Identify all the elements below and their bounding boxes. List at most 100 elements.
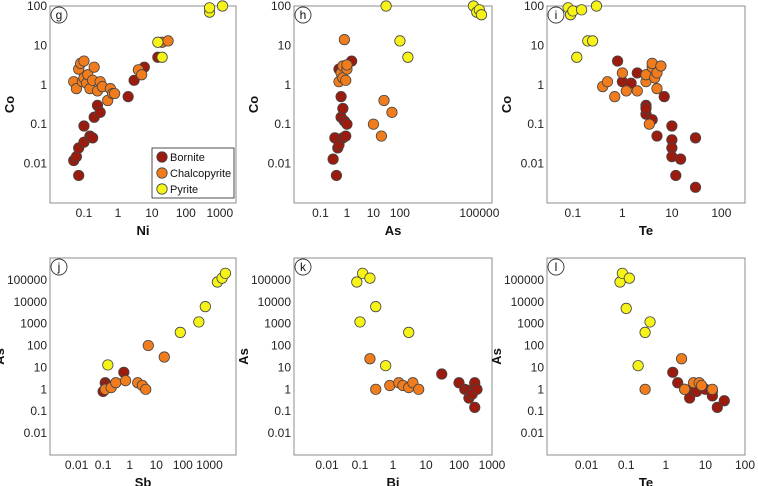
point-pyrite: [380, 360, 392, 372]
x-tick-label: 10: [699, 458, 713, 472]
y-tick-label: 1000: [20, 317, 47, 331]
panel-g: g 0.1 1 10 100 1000 0.01 0.1 1 10 100 Ni Co Bornite Ch…: [2, 0, 237, 238]
point-pyrite: [402, 51, 414, 63]
y-tick-label: 100: [271, 0, 291, 13]
y-axis-label: Co: [499, 96, 514, 113]
point-pyrite: [203, 2, 216, 14]
point-pyrite: [644, 316, 656, 328]
y-tick-label: 100: [27, 339, 47, 353]
y-tick-label: 1: [284, 382, 291, 396]
panel-letter: i: [555, 8, 558, 22]
y-tick-label: 10: [278, 360, 292, 374]
y-axis-label: As: [0, 348, 7, 365]
point-pyrite: [102, 359, 114, 371]
x-axis-label: Te: [639, 223, 653, 238]
plot-frame: [546, 5, 746, 204]
x-tick-label: 10: [665, 206, 679, 220]
y-tick-label: 10: [531, 38, 545, 52]
point-bornite: [711, 401, 723, 413]
legend-label-bornite: Bornite: [170, 152, 205, 164]
panel-badge: [50, 6, 68, 24]
panel-letter: j: [57, 260, 61, 274]
x-tick-label: 0.1: [565, 206, 582, 220]
point-bornite: [436, 368, 448, 380]
point-bornite: [640, 102, 652, 115]
x-axis-label: As: [385, 223, 402, 238]
y-tick-label: 0.01: [521, 157, 545, 171]
y-tick-label: 0.01: [268, 426, 292, 440]
point-pyrite: [623, 272, 635, 284]
y-tick-label: 10000: [511, 295, 545, 309]
y-tick-label: 10: [34, 360, 48, 374]
plot-frame: [293, 257, 493, 456]
panel-badge: [547, 6, 565, 24]
x-tick-label: 1000: [479, 458, 506, 472]
point-pyrite: [475, 9, 488, 21]
x-tick-label: 100: [173, 458, 193, 472]
point-bornite: [611, 55, 624, 67]
point-pyrite: [364, 272, 376, 284]
point-bornite: [674, 153, 687, 165]
x-tick-label: 1: [126, 458, 133, 472]
point-pyrite: [199, 301, 211, 313]
point-chalcopyrite: [643, 118, 655, 130]
point-bornite: [651, 130, 663, 142]
x-tick-label: 0.01: [65, 458, 89, 472]
point-pyrite: [586, 35, 599, 47]
y-tick-label: 10000: [258, 295, 292, 309]
y-tick-label: 1: [40, 78, 47, 92]
y-tick-label: 0.01: [521, 426, 545, 440]
x-tick-label: 100: [390, 206, 410, 220]
y-tick-label: 1: [537, 78, 544, 92]
point-chalcopyrite: [675, 353, 688, 365]
point-pyrite: [639, 326, 651, 338]
x-tick-label: 0.1: [312, 206, 329, 220]
y-tick-label: 0.1: [274, 117, 291, 131]
y-tick-label: 1: [537, 382, 544, 396]
point-chalcopyrite: [109, 87, 121, 100]
plot-frame: [546, 257, 746, 456]
y-tick-label: 10000: [14, 295, 48, 309]
panel-letter: g: [56, 8, 63, 22]
x-axis-label: Ni: [137, 223, 150, 238]
point-chalcopyrite: [616, 67, 628, 79]
point-bornite: [469, 401, 481, 413]
panel-j: j0.01 0.1 1 10 100 10000.010.1110100100010000…: [0, 257, 237, 486]
point-chalcopyrite: [631, 85, 643, 97]
point-pyrite: [590, 0, 603, 12]
legend-label-pyrite: Pyrite: [170, 184, 198, 196]
point-bornite: [658, 91, 670, 103]
y-tick-label: 0.1: [527, 117, 544, 131]
y-tick-label: 1000: [517, 317, 544, 331]
x-tick-label: 10: [145, 206, 159, 220]
panel-i: i 0.1 1 10 100 0.01 0.1 1 10 100 Te Co: [499, 0, 746, 238]
point-pyrite: [403, 326, 415, 338]
x-tick-label: 10: [419, 458, 433, 472]
point-bornite: [689, 181, 702, 193]
panel-k: k 0.01 0.1 1 10 100 1000 0.01 0.1 1 10 100 1000 10000…: [236, 257, 506, 486]
point-chalcopyrite: [378, 94, 390, 107]
y-tick-label: 100: [524, 339, 544, 353]
legend-marker-bornite: [156, 151, 168, 163]
point-chalcopyrite: [706, 383, 718, 395]
point-chalcopyrite: [386, 106, 398, 118]
point-pyrite: [620, 302, 632, 314]
panel-letter: l: [555, 260, 558, 274]
y-tick-label: 10: [531, 360, 545, 374]
x-axis-label: Sb: [135, 475, 152, 486]
point-bornite: [340, 130, 352, 142]
x-tick-label: 1: [619, 206, 626, 220]
y-axis-label: Co: [2, 96, 17, 113]
point-pyrite: [152, 36, 164, 48]
x-tick-label: 0.01: [315, 458, 339, 472]
y-tick-label: 1: [284, 78, 291, 92]
x-tick-label: 1: [390, 458, 397, 472]
point-bornite: [78, 120, 90, 132]
point-chalcopyrite: [158, 351, 170, 363]
point-bornite: [73, 169, 85, 182]
point-chalcopyrite: [695, 379, 708, 392]
x-tick-label: 0.1: [76, 206, 93, 220]
point-bornite: [667, 366, 679, 378]
point-bornite: [341, 118, 353, 130]
